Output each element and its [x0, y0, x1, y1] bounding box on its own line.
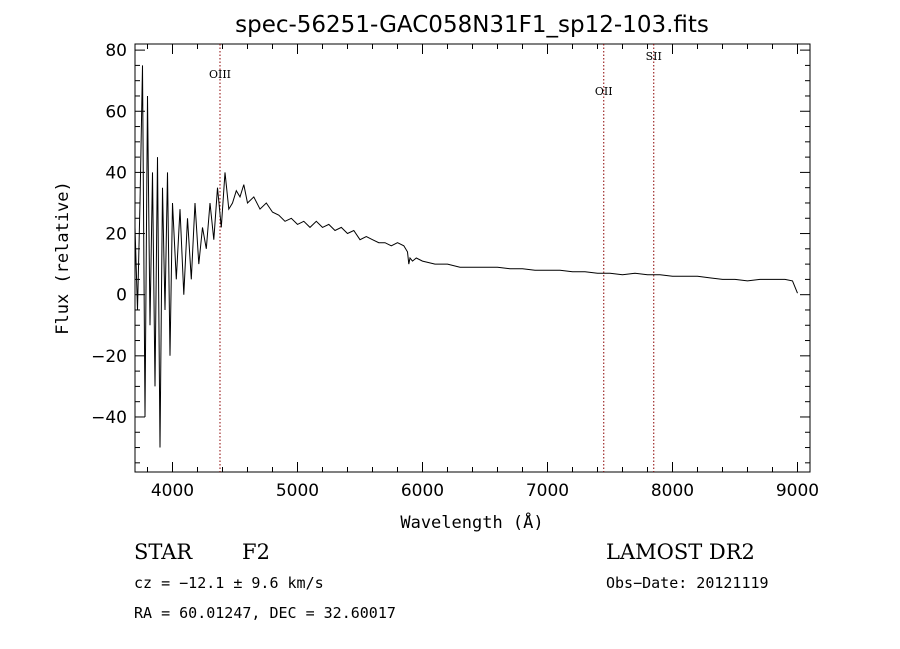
obs-date-text: Obs−Date: 20121119: [606, 574, 769, 592]
redshift-text: cz = −12.1 ± 9.6 km/s: [134, 574, 324, 592]
line-label-oiii: OIII: [209, 68, 231, 81]
x-tick-label: 4000: [151, 481, 194, 501]
plot-frame: [134, 43, 811, 473]
x-tick-label: 6000: [401, 481, 444, 501]
x-tick-label: 8000: [651, 481, 694, 501]
y-tick-label: 0: [116, 286, 127, 306]
x-tick-label: 5000: [276, 481, 319, 501]
y-tick-label: 80: [105, 41, 127, 61]
info-panel: STAR F2 LAMOST DR2 cz = −12.1 ± 9.6 km/s…: [134, 540, 769, 622]
line-label-sii: SII: [646, 50, 662, 63]
spectrum-series-line: [134, 65, 798, 448]
survey-name: LAMOST DR2: [606, 540, 755, 564]
y-tick-label: 60: [105, 102, 127, 122]
y-tick-label: 40: [105, 163, 127, 183]
y-tick-label: −40: [91, 408, 127, 428]
x-axis-ticks: 4000 5000 6000 7000 8000 9000: [147, 44, 819, 501]
y-axis-label: Flux (relative): [53, 181, 73, 335]
y-tick-label: 20: [105, 225, 127, 245]
x-tick-label: 9000: [776, 481, 819, 501]
line-label-oii: OII: [595, 85, 613, 98]
x-axis-label: Wavelength (Å): [400, 511, 543, 533]
y-tick-label: −20: [91, 347, 127, 367]
coordinates-text: RA = 60.01247, DEC = 32.60017: [134, 604, 396, 622]
object-subclass: F2: [242, 540, 270, 564]
emission-lines: OIII OII SII: [209, 44, 662, 472]
x-tick-label: 7000: [526, 481, 569, 501]
object-class: STAR: [134, 540, 193, 564]
chart-title: spec-56251-GAC058N31F1_sp12-103.fits: [235, 12, 709, 38]
y-axis-ticks: −40 −20 0 20 40 60 80: [91, 41, 810, 464]
